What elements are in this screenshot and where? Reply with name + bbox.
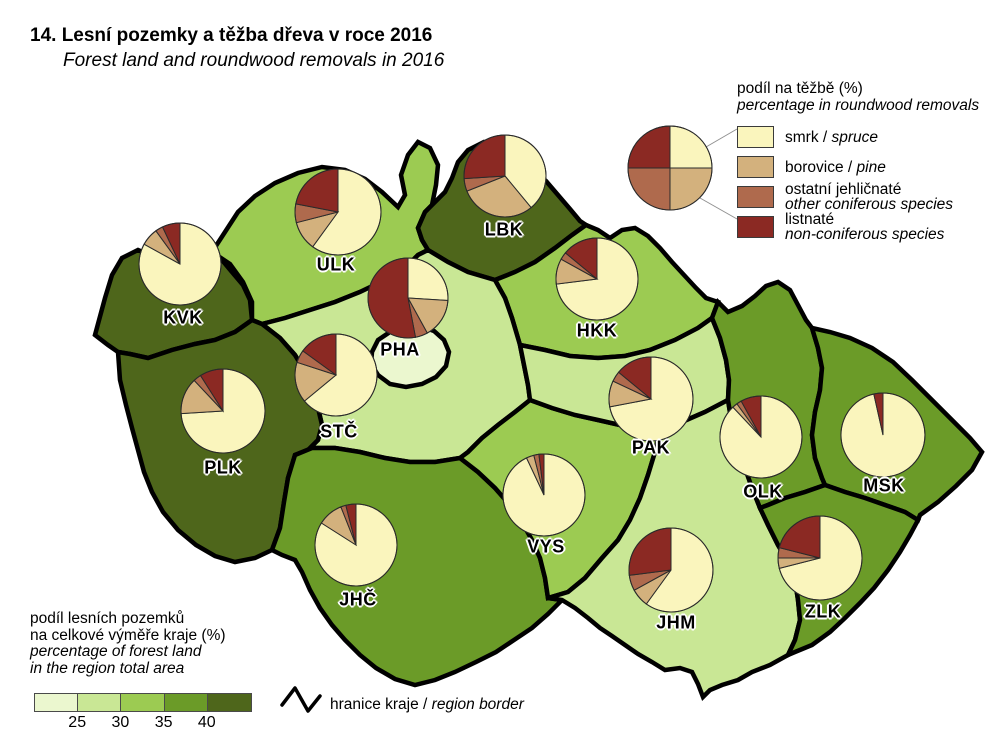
forest-scale-class-2 bbox=[78, 694, 122, 711]
pie-legend-items: smrk / spruce borovice / pine ostatní jehl… bbox=[737, 122, 979, 242]
pie-chart-plk bbox=[180, 368, 266, 454]
legend-leader-line bbox=[705, 128, 738, 148]
pie-species-legend: podíl na těžbě (%) percentage in roundwo… bbox=[737, 80, 979, 242]
forest-scale-class-3 bbox=[121, 694, 165, 711]
pie-chart-msk bbox=[840, 392, 926, 478]
forest-scale-tick-25: 25 bbox=[68, 714, 87, 731]
pie-legend-item-pine: borovice / pine bbox=[737, 152, 979, 182]
pie-chart-hkk bbox=[555, 237, 639, 321]
pie-chart-ulk bbox=[294, 168, 382, 256]
pie-chart-olk bbox=[719, 395, 803, 479]
pie-chart-jhm bbox=[628, 527, 714, 613]
forest-scale-tick-35: 35 bbox=[154, 714, 173, 731]
pie-legend-title-english: percentage in roundwood removals bbox=[737, 97, 980, 114]
forest-scale-class-1 bbox=[35, 694, 79, 711]
title-block: 14. Lesní pozemky a těžba dřeva v roce 2… bbox=[30, 24, 444, 72]
region-border-zigzag-icon bbox=[280, 686, 322, 713]
pie-chart-zlk bbox=[777, 515, 863, 601]
forest-scale-ticks: 25 30 35 40 bbox=[0, 714, 300, 734]
border-legend-english: region border bbox=[431, 696, 524, 713]
pie-chart-pak bbox=[608, 356, 694, 442]
legend-label-spruce: smrk / spruce bbox=[785, 128, 879, 146]
pie-chart-pha bbox=[367, 257, 449, 339]
legend-leader-line bbox=[699, 197, 738, 220]
pie-chart-kvk bbox=[138, 222, 222, 306]
legend-label-other_coniferous: ostatní jehličnaté other coniferous speci… bbox=[785, 181, 954, 213]
pie-slice-non_coniferous bbox=[627, 125, 671, 169]
forest-scale-class-5 bbox=[207, 694, 251, 711]
legend-swatch-spruce bbox=[737, 126, 774, 148]
region-border-legend-text: hranice kraje / region border bbox=[330, 696, 524, 713]
pie-slice-non_coniferous bbox=[463, 134, 506, 180]
forest-scale-tick-40: 40 bbox=[197, 714, 216, 731]
figure-title-czech: 14. Lesní pozemky a těžba dřeva v roce 2… bbox=[30, 25, 433, 46]
legend-label-non_coniferous: listnaté non-coniferous species bbox=[785, 211, 945, 243]
legend-swatch-non_coniferous bbox=[737, 216, 774, 238]
pie-chart-lbk bbox=[463, 134, 547, 218]
forest-scale-tick-30: 30 bbox=[111, 714, 130, 731]
pie-chart-stc bbox=[294, 333, 378, 417]
legend-sample-pie bbox=[627, 125, 713, 211]
forest-legend-title-czech-1: podíl lesních pozemků bbox=[30, 610, 185, 627]
forest-scale-class-4 bbox=[164, 694, 208, 711]
pie-legend-title-czech: podíl na těžbě (%) bbox=[737, 80, 863, 97]
forest-legend-title-english-2: in the region total area bbox=[30, 659, 185, 677]
pie-legend-item-spruce: smrk / spruce bbox=[737, 122, 979, 152]
legend-swatch-pine bbox=[737, 156, 774, 178]
legend-label-pine: borovice / pine bbox=[785, 158, 886, 176]
pie-slice-other_coniferous bbox=[627, 167, 671, 211]
pie-chart-vys bbox=[502, 453, 586, 537]
forest-share-legend: podíl lesních pozemků na celkové výměře … bbox=[30, 610, 226, 677]
forest-legend-title-czech-2: na celkové výměře kraje (%) bbox=[30, 626, 226, 644]
legend-swatch-other_coniferous bbox=[737, 186, 774, 208]
forest-color-scale bbox=[34, 693, 252, 712]
pie-slice-pine bbox=[669, 167, 713, 211]
pie-slice-spruce bbox=[669, 125, 713, 169]
pie-legend-item-non_coniferous: listnaté non-coniferous species bbox=[737, 212, 979, 242]
pie-legend-item-other_coniferous: ostatní jehličnaté other coniferous speci… bbox=[737, 182, 979, 212]
forest-legend-title-english-1: percentage of forest land bbox=[30, 643, 202, 660]
pie-chart-jhc bbox=[314, 503, 398, 587]
figure-title-english: Forest land and roundwood removals in 20… bbox=[63, 50, 445, 71]
border-legend-czech: hranice kraje bbox=[330, 696, 419, 713]
